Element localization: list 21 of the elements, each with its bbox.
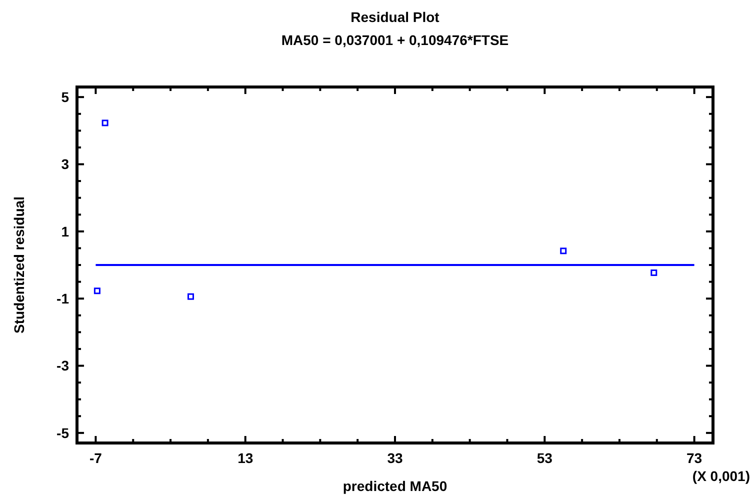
x-tick-label: 33 (387, 450, 403, 466)
y-tick-label: -5 (56, 424, 70, 441)
point (650, 269, 658, 276)
x-tick-label: 73 (686, 450, 702, 466)
point (94, 288, 100, 294)
y-tick-label: 3 (61, 156, 70, 172)
x-tick-label: 53 (536, 450, 553, 466)
text: (X 0,001) (692, 468, 750, 484)
x-tick-label: 13 (238, 450, 254, 466)
y-tick-label: 1 (61, 223, 70, 240)
y-tick-label: 5 (61, 88, 70, 105)
chart-subtitle: MA50 = 0,037001 + 0,109476*FTSE (281, 32, 509, 48)
point (187, 293, 194, 300)
x-tick-label: -7 (89, 450, 102, 466)
y-tick-label: -3 (56, 358, 70, 374)
point (560, 248, 567, 254)
point (102, 120, 108, 126)
chart-title: Residual Plot (350, 9, 440, 25)
y-axis-title: Studentized residual (11, 196, 27, 334)
y-tick-label: -1 (56, 290, 70, 306)
x-axis-title: predicted MA50 (342, 478, 448, 494)
